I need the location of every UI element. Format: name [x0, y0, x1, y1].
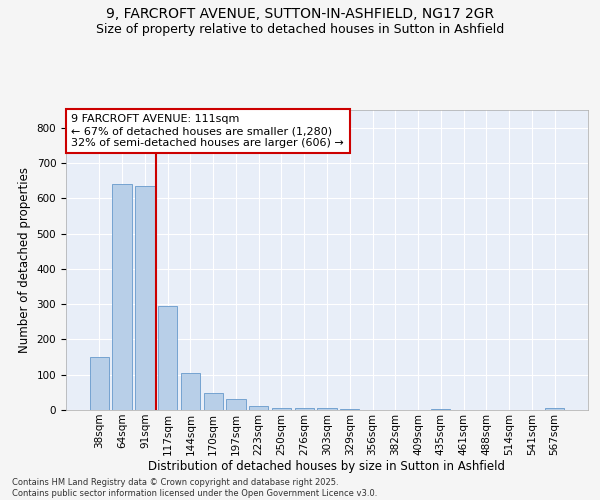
Bar [340, 409, 359, 410]
Text: 9 FARCROFT AVENUE: 111sqm
← 67% of detached houses are smaller (1,280)
32% of se: 9 FARCROFT AVENUE: 111sqm ← 67% of detac… [71, 114, 344, 148]
Bar [158, 306, 178, 410]
Bar [431, 409, 451, 410]
Y-axis label: Number of detached properties: Number of detached properties [18, 167, 31, 353]
Bar [90, 357, 109, 410]
Text: Contains HM Land Registry data © Crown copyright and database right 2025.
Contai: Contains HM Land Registry data © Crown c… [12, 478, 377, 498]
Bar [112, 184, 132, 410]
X-axis label: Distribution of detached houses by size in Sutton in Ashfield: Distribution of detached houses by size … [149, 460, 505, 473]
Bar [181, 373, 200, 410]
Bar [295, 408, 314, 410]
Bar [317, 408, 337, 410]
Bar [545, 408, 564, 410]
Bar [249, 406, 268, 410]
Bar [226, 399, 245, 410]
Bar [135, 186, 155, 410]
Text: Size of property relative to detached houses in Sutton in Ashfield: Size of property relative to detached ho… [96, 22, 504, 36]
Text: 9, FARCROFT AVENUE, SUTTON-IN-ASHFIELD, NG17 2GR: 9, FARCROFT AVENUE, SUTTON-IN-ASHFIELD, … [106, 8, 494, 22]
Bar [272, 408, 291, 410]
Bar [203, 394, 223, 410]
